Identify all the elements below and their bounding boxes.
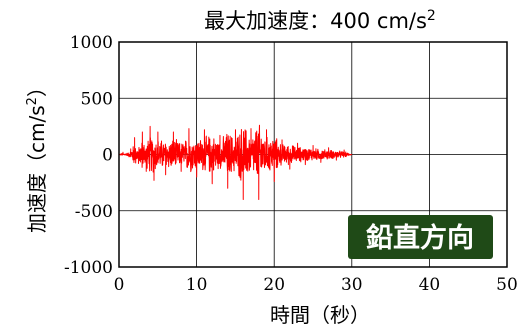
- y-tick-labels: 1000 500 0 -500 -1000: [64, 33, 113, 278]
- series-line-vertical-acceleration: [118, 124, 353, 200]
- y-axis-label-end: ）: [25, 77, 49, 97]
- chart-title-main: 最大加速度：400 cm/s: [204, 9, 427, 33]
- y-tick-label-4: -1000: [64, 258, 113, 278]
- x-tick-label-0: 0: [114, 275, 125, 295]
- direction-badge-bg: [348, 215, 493, 259]
- series-layer: [118, 124, 353, 200]
- x-tick-labels: 0 10 20 30 40 50: [114, 275, 518, 295]
- chart-title: 最大加速度：400 cm/s2: [204, 8, 436, 33]
- x-axis-label: 時間（秒）: [270, 303, 370, 327]
- x-tick-label-2: 20: [263, 275, 285, 295]
- y-tick-label-1: 500: [81, 89, 113, 109]
- y-axis-label-sup: 2: [25, 97, 40, 105]
- x-tick-label-3: 30: [341, 275, 363, 295]
- y-axis-label-main: 加速度（cm/s: [25, 105, 49, 233]
- direction-badge: 鉛直方向: [348, 215, 493, 259]
- y-axis-label: 加速度（cm/s2）: [25, 77, 49, 233]
- direction-badge-text: 鉛直方向: [366, 222, 474, 254]
- y-tick-label-0: 1000: [70, 33, 113, 53]
- x-tick-label-4: 40: [419, 275, 441, 295]
- x-tick-label-5: 50: [496, 275, 518, 295]
- y-tick-label-2: 0: [102, 146, 113, 166]
- chart-title-sup: 2: [427, 8, 436, 24]
- x-tick-label-1: 10: [186, 275, 208, 295]
- plot-frame: [118, 41, 508, 268]
- y-tick-label-3: -500: [75, 202, 113, 222]
